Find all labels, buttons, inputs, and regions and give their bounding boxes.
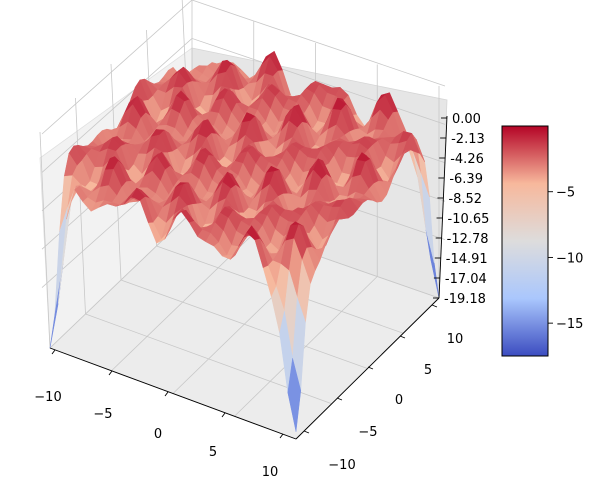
z-tick-label: 0.00 [452, 112, 481, 127]
y-tick-label: −5 [358, 425, 377, 440]
x-tick-label: 0 [154, 427, 162, 442]
z-tick-label: -14.91 [446, 252, 488, 267]
surface-patch [287, 358, 302, 432]
x-tick-mark [108, 370, 113, 376]
colorbar: −5 −10 −15 [501, 125, 583, 357]
surface-mesh [49, 50, 440, 432]
y-tick-label: 0 [395, 393, 403, 408]
x-tick-mark [279, 433, 284, 439]
z-tick-label: -17.04 [445, 272, 487, 287]
grid-line [39, 131, 51, 349]
colorbar-ticks: −5 −10 −15 [548, 186, 583, 332]
colorbar-tick-label: −5 [556, 186, 575, 201]
z-tick-label: -10.65 [448, 212, 490, 227]
z-tick-label: -6.39 [449, 172, 483, 187]
x-tick-label: −10 [34, 390, 61, 405]
x-axis-line [49, 347, 297, 440]
z-tick-label: -19.18 [444, 292, 486, 307]
grid-line [120, 279, 368, 369]
z-tick-label: -12.78 [447, 232, 489, 247]
y-tick-label: 5 [424, 363, 432, 378]
y-tick-label: −10 [328, 458, 355, 473]
colorbar-tick-label: −10 [556, 251, 583, 266]
y-tick-mark [367, 366, 374, 370]
y-tick-mark [399, 335, 406, 339]
z-axis-line [438, 115, 448, 299]
y-tick-label: 10 [447, 332, 464, 347]
y-tick-mark [431, 304, 438, 308]
grid-line [234, 276, 378, 417]
axis-lines [49, 115, 448, 440]
x-tick-mark [51, 349, 56, 355]
z-tick-label: -2.13 [451, 132, 485, 147]
grid-line [41, 0, 446, 135]
x-tick-label: −5 [93, 407, 112, 422]
y-axis-tick-labels: −10 −5 0 5 10 [303, 304, 464, 473]
x-tick-mark [164, 391, 169, 397]
y-axis-line [295, 297, 440, 440]
colorbar-gradient [501, 125, 549, 357]
x-tick-label: 10 [262, 465, 279, 480]
x-axis-tick-labels: −10 −5 0 5 10 [34, 349, 284, 480]
y-tick-mark [303, 430, 310, 434]
z-tick-label: -4.26 [450, 152, 484, 167]
x-tick-label: 5 [209, 445, 217, 460]
grid-line [75, 97, 86, 315]
grid-line [41, 37, 446, 173]
y-tick-mark [336, 397, 343, 401]
z-tick-label: -8.52 [448, 192, 482, 207]
colorbar-tick-label: −15 [556, 317, 583, 332]
z-axis-tick-labels: 0.00 -2.13 -4.26 -6.39 -8.52 -10.65 -12.78 -14.… [433, 112, 489, 307]
x-tick-mark [221, 412, 226, 418]
